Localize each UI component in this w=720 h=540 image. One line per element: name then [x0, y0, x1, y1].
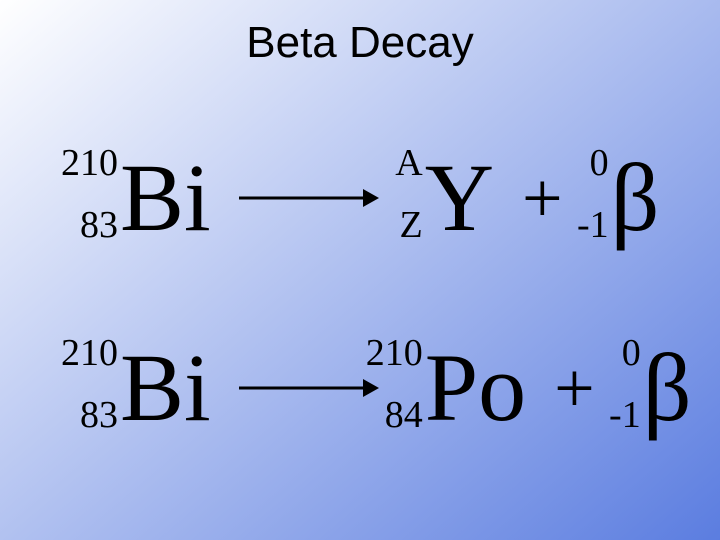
- eq2-reactant: 210 83 Bi: [120, 340, 211, 436]
- slide-title: Beta Decay: [0, 18, 720, 68]
- eq1-reactant-symbol: Bi: [120, 150, 211, 246]
- eq2-particle-atomic: -1: [609, 396, 643, 434]
- eq2-particle-symbol: β: [643, 340, 692, 436]
- eq1-product: A Z Y: [425, 150, 494, 246]
- equation-2: 210 83 Bi 210 84 Po + 0 -1 β: [120, 340, 692, 436]
- eq2-product-atomic: 84: [385, 396, 425, 434]
- arrow-head-icon: [363, 189, 379, 207]
- eq1-product-atomic: Z: [399, 206, 424, 244]
- eq1-reactant: 210 83 Bi: [120, 150, 211, 246]
- eq2-reactant-symbol: Bi: [120, 340, 211, 436]
- eq2-product-symbol: Po: [425, 340, 526, 436]
- slide: Beta Decay 210 83 Bi A Z Y + 0 -1 β 210 …: [0, 0, 720, 540]
- eq2-reactant-atomic: 83: [80, 396, 120, 434]
- arrow-line: [239, 387, 367, 390]
- eq1-reactant-atomic: 83: [80, 206, 120, 244]
- eq2-particle-mass: 0: [622, 334, 643, 372]
- eq1-particle-symbol: β: [611, 150, 660, 246]
- eq1-plus: +: [522, 157, 563, 240]
- eq1-product-symbol: Y: [425, 150, 494, 246]
- eq1-particle-atomic: -1: [577, 206, 611, 244]
- eq1-particle: 0 -1 β: [611, 150, 660, 246]
- eq1-reactant-mass: 210: [61, 144, 120, 182]
- eq1-particle-mass: 0: [590, 144, 611, 182]
- eq2-arrow: [239, 368, 379, 408]
- eq2-particle: 0 -1 β: [643, 340, 692, 436]
- eq1-product-mass: A: [395, 144, 424, 182]
- equation-1: 210 83 Bi A Z Y + 0 -1 β: [120, 150, 659, 246]
- eq2-product-mass: 210: [366, 334, 425, 372]
- arrow-head-icon: [363, 379, 379, 397]
- arrow-line: [239, 197, 367, 200]
- eq2-reactant-mass: 210: [61, 334, 120, 372]
- eq2-product: 210 84 Po: [425, 340, 526, 436]
- eq1-arrow: [239, 178, 379, 218]
- eq2-plus: +: [554, 347, 595, 430]
